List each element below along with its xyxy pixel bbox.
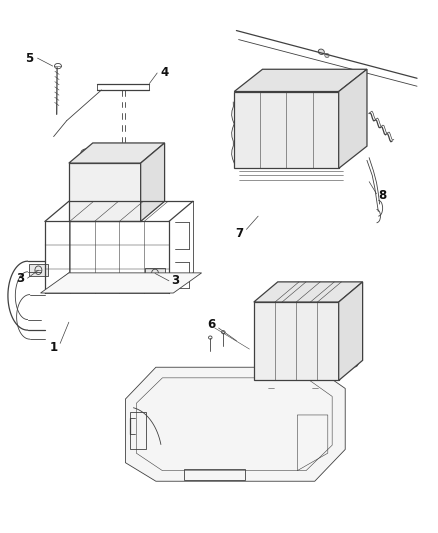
Bar [29, 264, 48, 276]
Bar [261, 383, 281, 394]
Ellipse shape [325, 53, 329, 58]
Text: 1: 1 [49, 341, 58, 353]
Polygon shape [125, 367, 345, 481]
Bar [305, 383, 324, 394]
Text: 3: 3 [171, 274, 180, 287]
Bar [145, 268, 165, 279]
Ellipse shape [318, 49, 324, 54]
Polygon shape [234, 69, 367, 92]
Polygon shape [69, 163, 141, 221]
Polygon shape [141, 143, 165, 221]
Text: 8: 8 [378, 189, 387, 203]
Polygon shape [339, 69, 367, 168]
Bar [119, 148, 129, 152]
Text: 4: 4 [160, 67, 169, 79]
Ellipse shape [81, 149, 88, 155]
Polygon shape [254, 282, 363, 302]
Polygon shape [234, 92, 339, 168]
Polygon shape [254, 302, 339, 381]
Bar [258, 76, 291, 87]
Text: 5: 5 [25, 52, 33, 64]
Bar [88, 156, 99, 160]
Polygon shape [69, 143, 165, 163]
Ellipse shape [140, 144, 148, 150]
Text: 7: 7 [235, 227, 244, 240]
Text: 3: 3 [17, 272, 25, 285]
Polygon shape [41, 273, 201, 293]
Bar [188, 464, 237, 471]
Bar [103, 152, 114, 156]
Polygon shape [339, 282, 363, 381]
Text: 6: 6 [208, 318, 216, 332]
